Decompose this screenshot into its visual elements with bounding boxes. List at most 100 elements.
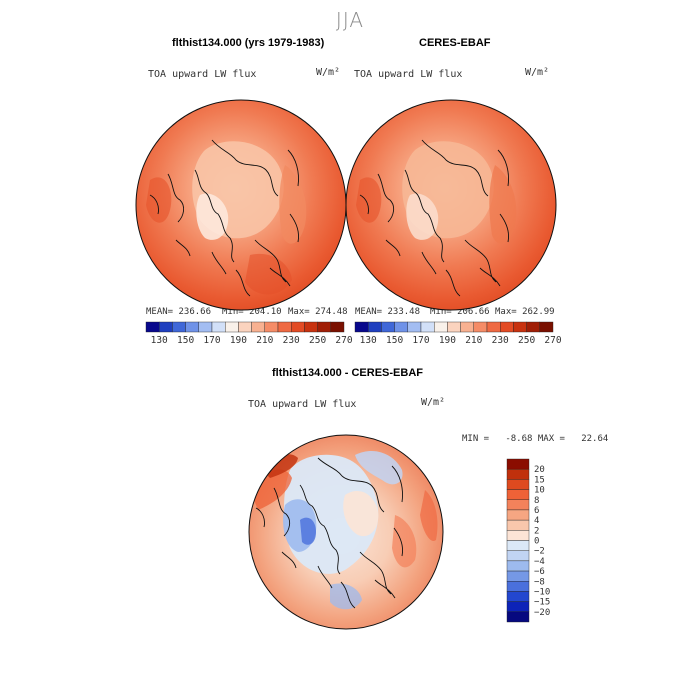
colorbar-swatch [506, 560, 530, 572]
colorbar-swatch [434, 321, 448, 333]
colorbar-tick-label: 130 [360, 335, 377, 346]
panel-2-mean: MEAN= 233.48 [355, 307, 421, 317]
map-panel-3 [249, 435, 443, 629]
colorbar-tick-label: −8 [534, 577, 545, 587]
colorbar-swatch [506, 519, 530, 531]
colorbar-swatch [447, 321, 461, 333]
map-3-border [248, 434, 444, 630]
colorbar-swatch [460, 321, 475, 333]
colorbar-tick-label: 150 [177, 335, 194, 346]
colorbar-swatch [526, 321, 540, 333]
panel-2-max: Max= 262.99 [495, 307, 555, 317]
colorbar-tick-label: 190 [230, 335, 247, 346]
colorbar-swatch [354, 321, 369, 333]
colorbar-swatch [506, 530, 530, 541]
colorbar-swatch [420, 321, 435, 333]
colorbar-swatch [506, 468, 530, 480]
map-2-coastlines [359, 139, 509, 297]
colorbar-swatch [486, 321, 501, 333]
colorbar-tick-label: 8 [534, 496, 539, 506]
map-panel-1 [136, 100, 346, 310]
colorbar-tick-label: 250 [309, 335, 326, 346]
map-1-coastlines [149, 139, 299, 297]
colorbar-swatch [539, 321, 554, 333]
colorbar-tick-label: −4 [534, 557, 545, 567]
colorbar-swatch [506, 509, 530, 521]
season-title: JJA [335, 8, 365, 32]
colorbar-tick-label: −20 [534, 608, 550, 618]
colorbar-swatch [264, 321, 279, 333]
colorbar-tick-label: −2 [534, 547, 545, 557]
map-3-coastlines [255, 457, 403, 609]
colorbar-swatch [251, 321, 266, 333]
colorbar-swatch [381, 321, 395, 333]
colorbar-swatch [506, 601, 530, 613]
colorbar-tick-label: 15 [534, 475, 545, 485]
colorbar-swatch [506, 591, 530, 602]
colorbar-tick-label: 4 [534, 516, 539, 526]
colorbar-swatch [211, 321, 226, 333]
colorbar-swatch [506, 479, 530, 490]
colorbar-swatch [513, 321, 527, 333]
panel-1-title: flthist134.000 (yrs 1979-1983) [172, 37, 325, 49]
panel-3-variable: TOA upward LW flux [248, 399, 357, 410]
colorbar-tick-label: 0 [534, 537, 539, 547]
map-2-border [345, 99, 557, 311]
colorbar-swatch [304, 321, 318, 333]
colorbar-tick-label: 20 [534, 465, 545, 475]
colorbar-panel-2: 130 150 170 190 210 230 250 270 [354, 321, 562, 346]
colorbar-panel-1: 130 150 170 190 210 230 250 270 [145, 321, 353, 346]
colorbar-tick-label: 190 [439, 335, 456, 346]
panel-1-units: W/m² [316, 67, 341, 78]
colorbar-tick-label: 210 [256, 335, 273, 346]
colorbar-tick-label: 150 [386, 335, 403, 346]
colorbar-swatch [291, 321, 305, 333]
panel-2-variable: TOA upward LW flux [354, 69, 463, 80]
colorbar-swatch [506, 611, 530, 623]
panel-1-variable: TOA upward LW flux [148, 69, 257, 80]
colorbar-tick-label: 130 [151, 335, 168, 346]
colorbar-swatch [145, 321, 160, 333]
colorbar-tick-label: 170 [412, 335, 429, 346]
colorbar-swatch [506, 570, 530, 582]
colorbar-swatch [500, 321, 514, 333]
colorbar-swatch [172, 321, 186, 333]
colorbar-swatch [407, 321, 422, 333]
colorbar-tick-label: −10 [534, 587, 550, 597]
colorbar-swatch [506, 581, 530, 592]
panel-2-title: CERES-EBAF [419, 37, 491, 49]
panel-1-max: Max= 274.48 [288, 307, 348, 317]
colorbar-swatch [506, 489, 530, 500]
colorbar-swatch [277, 321, 292, 333]
colorbar-swatch [317, 321, 332, 333]
colorbar-tick-label: 270 [544, 335, 561, 346]
colorbar-tick-label: 230 [283, 335, 300, 346]
colorbar-tick-label: 2 [534, 526, 539, 536]
colorbar-swatch [506, 499, 530, 511]
colorbar-swatch [506, 458, 530, 470]
colorbar-swatch [224, 321, 239, 333]
panel-3-units: W/m² [421, 397, 446, 408]
colorbar-tick-label: 250 [518, 335, 535, 346]
colorbar-swatch [330, 321, 345, 333]
colorbar-swatch [198, 321, 213, 333]
colorbar-tick-label: −6 [534, 567, 545, 577]
colorbar-swatch [506, 550, 530, 562]
panel-2-units: W/m² [525, 67, 550, 78]
colorbar-tick-label: 6 [534, 506, 539, 516]
panel-3-title: flthist134.000 - CERES-EBAF [272, 367, 423, 379]
panel-3-minmax: MIN = -8.68 MAX = 22.64 [462, 434, 609, 444]
colorbar-swatch [158, 321, 173, 333]
panel-1-min: Min= 204.10 [222, 307, 282, 317]
colorbar-tick-label: −15 [534, 598, 550, 608]
colorbar-swatch [506, 540, 530, 551]
colorbar-swatch [185, 321, 200, 333]
map-panel-2 [346, 100, 556, 310]
colorbar-tick-label: 170 [203, 335, 220, 346]
colorbar-swatch [394, 321, 409, 333]
panel-2-min: Min= 206.66 [430, 307, 490, 317]
colorbar-swatch [473, 321, 488, 333]
colorbar-tick-label: 270 [335, 335, 352, 346]
